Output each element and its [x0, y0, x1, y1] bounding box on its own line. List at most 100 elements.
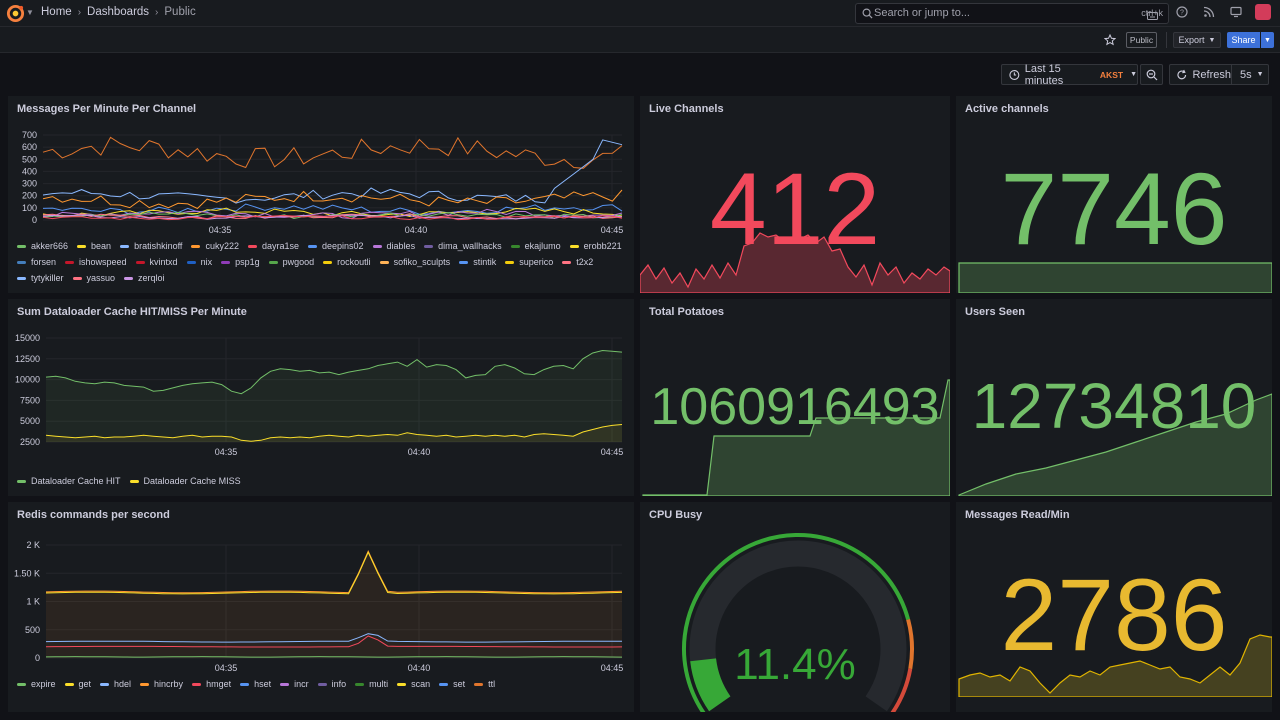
legend-item[interactable]: cuky222	[191, 239, 239, 253]
x-tick-label: 04:40	[408, 663, 431, 673]
breadcrumb-dashboards[interactable]: Dashboards	[87, 6, 150, 18]
live-channels-sparkline	[640, 232, 950, 293]
legend-item[interactable]: Dataloader Cache MISS	[129, 474, 241, 488]
legend-item[interactable]: incr	[280, 677, 309, 691]
legend-item[interactable]: superico	[505, 255, 553, 269]
panel-title: Total Potatoes	[649, 306, 724, 318]
legend-item[interactable]: akker666	[17, 239, 68, 253]
panel-title: Messages Read/Min	[965, 509, 1070, 521]
series-6-line	[42, 211, 623, 220]
legend-item[interactable]: ishowspeed	[65, 255, 127, 269]
legend-swatch	[65, 260, 75, 264]
panel-cpu-busy[interactable]: CPU Busy 11.4%	[640, 502, 950, 712]
legend-item[interactable]: get	[64, 677, 92, 691]
legend-item[interactable]: sofiko_sculpts	[379, 255, 451, 269]
legend-item[interactable]: expire	[17, 677, 56, 691]
chevron-down-icon: ▼	[1264, 36, 1271, 44]
toolbar-divider	[1166, 32, 1167, 48]
legend-item[interactable]: ekajlumo	[510, 239, 561, 253]
share-dropdown-button[interactable]: ▼	[1261, 32, 1274, 48]
legend-item[interactable]: dima_wallhacks	[424, 239, 502, 253]
y-tick-label: 12500	[15, 354, 40, 364]
breadcrumb-home[interactable]: Home	[41, 6, 72, 18]
legend-item[interactable]: deepins02	[308, 239, 364, 253]
search-input[interactable]: Search or jump to... ctrl+k	[855, 3, 1169, 24]
legend-swatch	[191, 244, 201, 248]
legend-item[interactable]: nix	[186, 255, 213, 269]
panel-total-potatoes[interactable]: Total Potatoes 1060916493	[640, 299, 950, 496]
dataloader-cache-miss-line	[45, 424, 623, 442]
legend-label: akker666	[31, 241, 69, 251]
user-avatar[interactable]	[1255, 4, 1271, 20]
grafana-logo-icon[interactable]	[6, 4, 25, 23]
help-icon[interactable]: ?	[1174, 4, 1190, 20]
legend-item[interactable]: kvintxd	[135, 255, 178, 269]
legend-item[interactable]: bean	[77, 239, 111, 253]
legend-item[interactable]: bratishkinoff	[120, 239, 182, 253]
panel-active-channels[interactable]: Active channels 7746	[956, 96, 1272, 293]
zoom-out-button[interactable]	[1140, 64, 1163, 85]
legend-item[interactable]: yassuo	[72, 271, 115, 285]
panel-dataloader-cache[interactable]: Sum Dataloader Cache HIT/MISS Per Minute…	[8, 299, 634, 496]
active-channels-sparkline	[958, 262, 1272, 293]
panel-messages-read[interactable]: Messages Read/Min 2786	[956, 502, 1272, 712]
legend-item[interactable]: hmget	[192, 677, 231, 691]
legend-item[interactable]: set	[439, 677, 465, 691]
live-channels-value: 412	[709, 152, 881, 266]
legend-item[interactable]: ttl	[474, 677, 495, 691]
x-tick-label: 04:35	[215, 447, 238, 457]
panel-live-channels[interactable]: Live Channels 412	[640, 96, 950, 293]
legend-item[interactable]: stintik	[459, 255, 496, 269]
legend-item[interactable]: Dataloader Cache HIT	[17, 474, 121, 488]
refresh-interval-select[interactable]: 5s ▼	[1232, 69, 1264, 81]
legend-label: diables	[386, 241, 416, 251]
legend-item[interactable]: hincrby	[140, 677, 183, 691]
series-2-line	[42, 189, 623, 210]
share-button[interactable]: Share	[1227, 32, 1260, 48]
legend-item[interactable]: hset	[240, 677, 271, 691]
legend-swatch	[505, 260, 515, 264]
legend-item[interactable]: diables	[372, 239, 416, 253]
panel-users-seen[interactable]: Users Seen 12734810	[956, 299, 1272, 496]
legend-item[interactable]: zerqloi	[124, 271, 165, 285]
star-icon[interactable]	[1103, 32, 1116, 48]
dataloader-cache-chart: 15000 12500 10000 7500 5000 2500 04:35 04:40 04:…	[15, 333, 623, 457]
refresh-button[interactable]: Refresh	[1170, 65, 1232, 84]
legend-item[interactable]: rockoutli	[323, 255, 371, 269]
legend-swatch	[64, 682, 74, 686]
legend-item[interactable]: t2x2	[562, 255, 593, 269]
legend-swatch	[72, 276, 82, 280]
refresh-interval-label: 5s	[1240, 68, 1252, 81]
legend-item[interactable]: forsen	[17, 255, 56, 269]
refresh-picker: Refresh 5s ▼	[1169, 64, 1269, 85]
legend-item[interactable]: scan	[397, 677, 430, 691]
y-tick-label: 600	[22, 142, 37, 152]
legend-item[interactable]: multi	[355, 677, 388, 691]
users-seen-value: 12734810	[971, 370, 1257, 442]
panel-redis-commands[interactable]: Redis commands per second 2 K 1.50 K 1 K 50…	[8, 502, 634, 712]
legend-item[interactable]: tytykiller	[17, 271, 64, 285]
redis-hmget-line	[45, 635, 623, 648]
legend-label: sofiko_sculpts	[393, 257, 451, 267]
monitor-icon[interactable]	[1228, 4, 1244, 20]
legend-item[interactable]: erobb221	[569, 239, 622, 253]
legend-item[interactable]: dayra1se	[247, 239, 299, 253]
gauge-threshold-orange	[906, 618, 914, 670]
export-button[interactable]: Export ▼	[1173, 32, 1221, 48]
panel-messages-per-minute[interactable]: Messages Per Minute Per Channel 700 600 50…	[8, 96, 634, 293]
rss-news-icon[interactable]	[1201, 4, 1217, 20]
legend-item[interactable]: info	[317, 677, 346, 691]
legend-swatch	[17, 276, 26, 280]
legend-label: get	[78, 679, 92, 689]
legend-swatch	[379, 260, 389, 264]
legend-swatch	[120, 244, 130, 248]
y-tick-label: 7500	[20, 395, 40, 405]
y-tick-label: 700	[22, 130, 37, 140]
chevron-down-icon[interactable]: ▼	[26, 8, 34, 17]
legend-item[interactable]: psp1g	[221, 255, 260, 269]
time-range-picker[interactable]: Last 15 minutes AKST ▼	[1001, 63, 1138, 87]
legend-item[interactable]: hdel	[100, 677, 131, 691]
legend-label: nix	[200, 257, 213, 267]
legend-item[interactable]: pwgood	[268, 255, 314, 269]
legend-label: rockoutli	[337, 257, 371, 267]
